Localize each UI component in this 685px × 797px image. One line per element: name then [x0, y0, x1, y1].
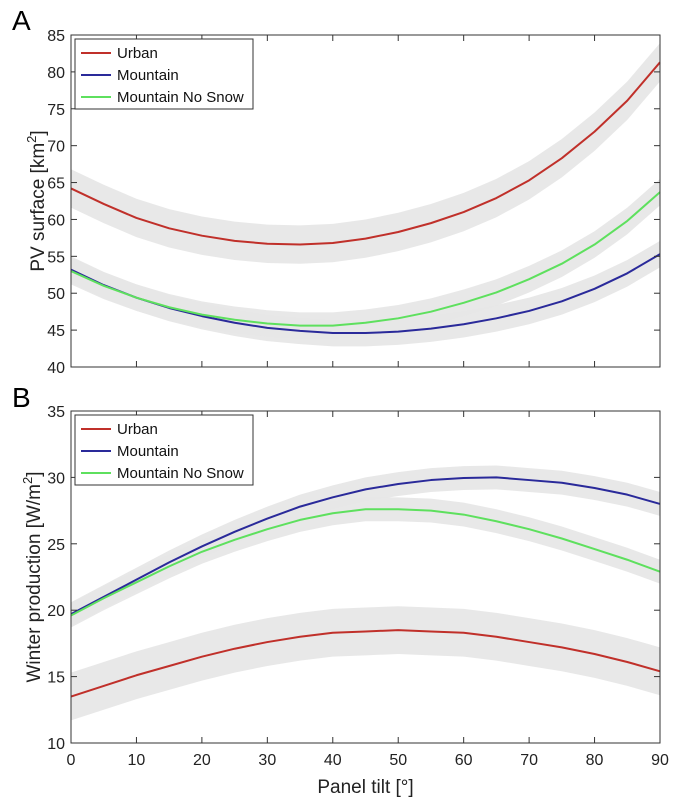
y-axis-label: Winter production [W/m2] [20, 471, 45, 682]
panel-letter: A [12, 5, 31, 36]
band-urban [71, 606, 660, 721]
x-tick-label: 50 [389, 752, 407, 769]
x-tick-label: 40 [324, 752, 342, 769]
x-tick-label: 80 [586, 752, 604, 769]
legend-label: Mountain [117, 67, 179, 84]
y-tick-label: 55 [47, 249, 65, 266]
legend-label: Urban [117, 45, 158, 62]
y-tick-label: 40 [47, 360, 65, 377]
y-axis-label: PV surface [km2] [24, 130, 49, 271]
legend: Urban Mountain Mountain No Snow [74, 38, 254, 110]
band-mountain-no-snow [71, 497, 660, 628]
x-tick-label: 20 [193, 752, 211, 769]
x-tick-label: 0 [67, 752, 76, 769]
y-tick-label: 80 [47, 65, 65, 82]
legend-label: Mountain [117, 443, 179, 460]
legend: Urban Mountain Mountain No Snow [74, 414, 254, 486]
y-tick-label: 70 [47, 139, 65, 156]
axes-box [70, 410, 661, 744]
y-tick-label: 50 [47, 286, 65, 303]
y-tick-label: 30 [47, 470, 65, 487]
y-tick-label: 20 [47, 603, 65, 620]
x-axis-label: Panel tilt [°] [317, 777, 413, 797]
y-tick-label: 75 [47, 102, 65, 119]
x-tick-label: 10 [128, 752, 146, 769]
legend-label: Mountain No Snow [117, 465, 244, 482]
series-line-mountain-no-snow [70, 191, 661, 327]
y-tick-label: 10 [47, 736, 65, 753]
panel-letter: B [12, 382, 31, 413]
x-tick-label: 60 [455, 752, 473, 769]
band-urban [71, 43, 660, 264]
x-tick-label: 90 [651, 752, 669, 769]
y-tick-label: 45 [47, 323, 65, 340]
band-mountain-no-snow [71, 178, 660, 339]
x-tick-label: 30 [258, 752, 276, 769]
legend-label: Mountain No Snow [117, 89, 244, 106]
y-tick-label: 65 [47, 176, 65, 193]
series-line-mountain [70, 476, 661, 616]
y-tick-label: 85 [47, 28, 65, 45]
panel-A: A 40 45 50 55 60 65 70 75 80 85 PV surface [km2] Urb… [12, 5, 661, 377]
legend-label: Urban [117, 421, 158, 438]
series-line-urban [70, 61, 661, 246]
series-line-urban [70, 629, 661, 698]
x-tick-label: 70 [520, 752, 538, 769]
y-tick-label: 25 [47, 537, 65, 554]
series-line-mountain-no-snow [70, 508, 661, 617]
y-tick-label: 60 [47, 212, 65, 229]
axes-box [70, 34, 661, 368]
y-tick-label: 15 [47, 670, 65, 687]
y-tick-label: 35 [47, 404, 65, 421]
